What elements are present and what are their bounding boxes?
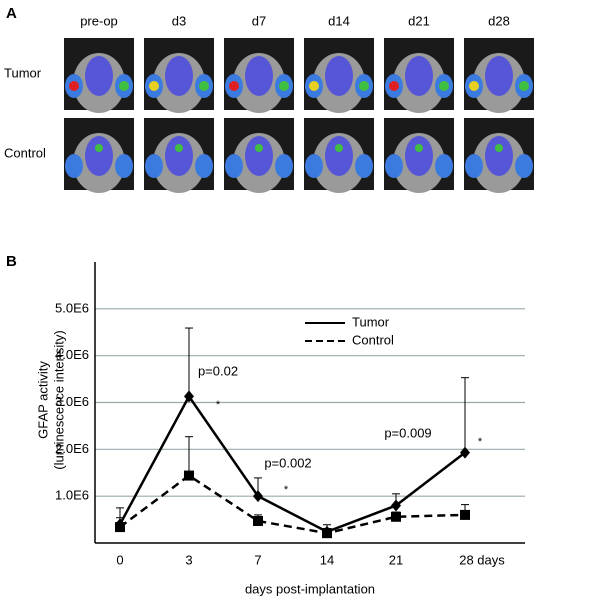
panel-label: A [6,5,17,22]
x-tick-label: 14 [320,552,334,567]
signal [65,154,83,178]
x-tick-label: 3 [185,552,192,567]
signal-hot [359,81,369,91]
marker [460,509,470,520]
signal-hot [335,144,343,152]
column-label: pre-op [80,13,118,28]
series-line [119,474,466,535]
signal [245,56,273,96]
signal-hot [119,81,129,91]
signal [485,56,513,96]
signal-hot [519,81,529,91]
y-tick-label: 2.0E6 [55,441,89,456]
annotation: p=0.002 [264,455,311,470]
row-label: Tumor [4,65,42,80]
signal [85,56,113,96]
signal [85,136,113,176]
y-axis-label: (luminescence intensity) [51,330,66,469]
signal [435,154,453,178]
signal-hot [255,144,263,152]
series-line [118,394,466,534]
y-tick-label: 4.0E6 [55,347,89,362]
signal-hot [389,81,399,91]
signal [115,154,133,178]
signal [485,136,513,176]
signal [325,136,353,176]
marker [460,446,470,459]
signal [405,136,433,176]
column-label: d14 [328,13,350,28]
signal-hot [95,144,103,152]
marker [115,522,125,533]
signal-hot [229,81,239,91]
column-label: d7 [252,13,266,28]
signal [275,154,293,178]
x-tick-label: 7 [254,552,261,567]
signal-hot [495,144,503,152]
y-axis-label: GFAP activity [35,361,50,439]
marker [391,499,401,512]
x-tick-label: 21 [389,552,403,567]
y-tick-label: 5.0E6 [55,300,89,315]
signal [385,154,403,178]
legend-label: Tumor [352,314,390,329]
signal-hot [439,81,449,91]
marker [391,511,401,522]
signal [145,154,163,178]
marker [253,515,263,526]
signal-hot [309,81,319,91]
signal [225,154,243,178]
x-tick-label: 28 days [459,552,505,567]
annotation: * [216,399,221,411]
annotation: p=0.02 [198,363,238,378]
x-tick-label: 0 [116,552,123,567]
annotation: * [478,436,483,448]
legend-label: Control [352,332,394,347]
signal-hot [199,81,209,91]
column-label: d21 [408,13,430,28]
y-tick-label: 3.0E6 [55,394,89,409]
signal-hot [69,81,79,91]
marker [184,390,194,403]
signal-hot [469,81,479,91]
marker [322,528,332,539]
annotation: * [284,484,289,496]
column-label: d3 [172,13,186,28]
signal [355,154,373,178]
signal [195,154,213,178]
signal [245,136,273,176]
signal [405,56,433,96]
signal-hot [149,81,159,91]
row-label: Control [4,145,46,160]
signal-hot [279,81,289,91]
signal [305,154,323,178]
marker [253,490,263,503]
signal [465,154,483,178]
column-label: d28 [488,13,510,28]
panel-label: B [6,253,17,270]
signal [165,56,193,96]
y-tick-label: 1.0E6 [55,488,89,503]
signal [515,154,533,178]
signal-hot [175,144,183,152]
annotation: p=0.009 [384,425,431,440]
signal [325,56,353,96]
x-axis-label: days post-implantation [245,581,375,596]
marker [184,470,194,481]
signal-hot [415,144,423,152]
signal [165,136,193,176]
